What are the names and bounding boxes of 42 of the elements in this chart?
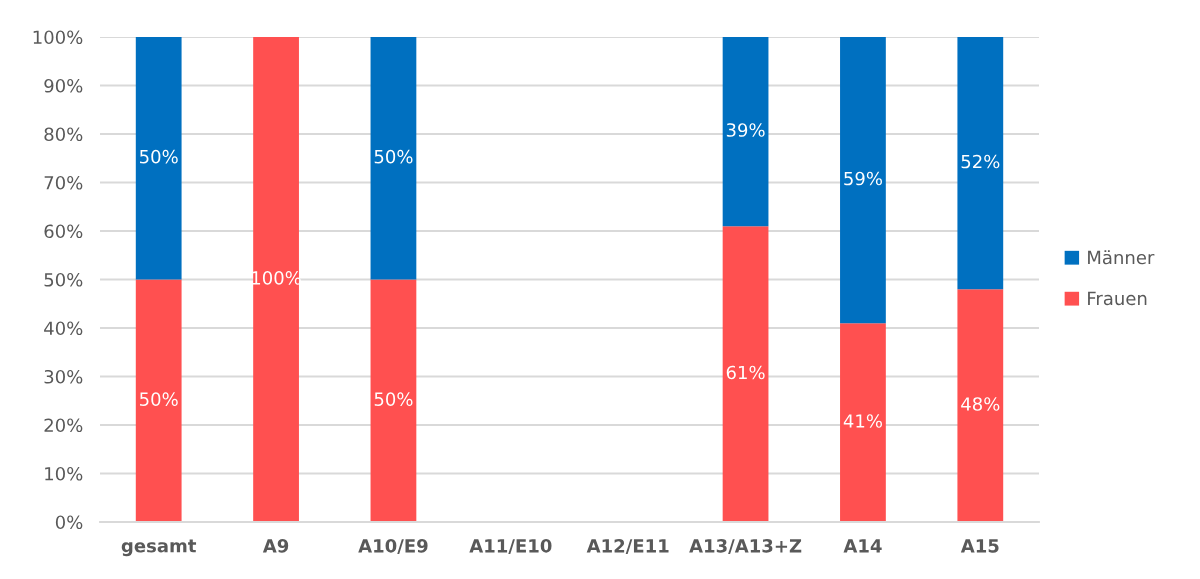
x-tick-label: A10/E9 — [358, 538, 428, 555]
y-tick-label: 0% — [55, 515, 83, 530]
bar — [135, 279, 182, 522]
x-tick-label: A15 — [960, 539, 999, 553]
data-label: 61% — [726, 365, 765, 380]
x-tick-label: A9 — [262, 539, 289, 553]
legend-label: Frauen — [1088, 291, 1147, 306]
bar — [840, 323, 886, 522]
y-tick-label: 80% — [44, 127, 83, 142]
data-label: 52% — [961, 154, 1000, 169]
x-tick-label: gesamt — [121, 539, 197, 557]
data-label: 59% — [844, 171, 883, 186]
bar — [370, 279, 417, 522]
x-tick-label: A14 — [843, 539, 882, 553]
bar — [722, 226, 769, 522]
y-tick-label: 100% — [33, 30, 83, 45]
x-tick-label: A13/A13+Z — [689, 538, 802, 555]
y-tick-label: 60% — [44, 224, 83, 239]
y-tick-label: 10% — [45, 466, 83, 481]
y-tick-label: 40% — [44, 321, 83, 336]
y-tick-label: 70% — [44, 175, 83, 190]
data-label: 39% — [726, 123, 765, 137]
x-tick-label: A11/E10 — [469, 538, 552, 555]
y-tick-label: 20% — [44, 418, 83, 433]
data-label: 50% — [374, 392, 413, 406]
bar — [957, 37, 1004, 290]
bar — [722, 37, 769, 227]
bar — [840, 37, 886, 324]
bar — [957, 289, 1004, 522]
data-label: 50% — [140, 392, 178, 406]
data-label: 50% — [140, 149, 178, 164]
x-tick-label: A12/E11 — [586, 538, 669, 555]
data-label: 48% — [961, 397, 1000, 411]
legend-label: Männer — [1088, 250, 1155, 265]
y-tick-label: 50% — [44, 272, 83, 287]
data-label: 41% — [843, 414, 883, 428]
data-label: 50% — [374, 149, 413, 164]
y-tick-label: 30% — [44, 369, 83, 384]
bar — [253, 37, 299, 522]
y-tick-label: 90% — [44, 78, 83, 93]
bar — [370, 37, 417, 280]
bar — [135, 37, 182, 280]
